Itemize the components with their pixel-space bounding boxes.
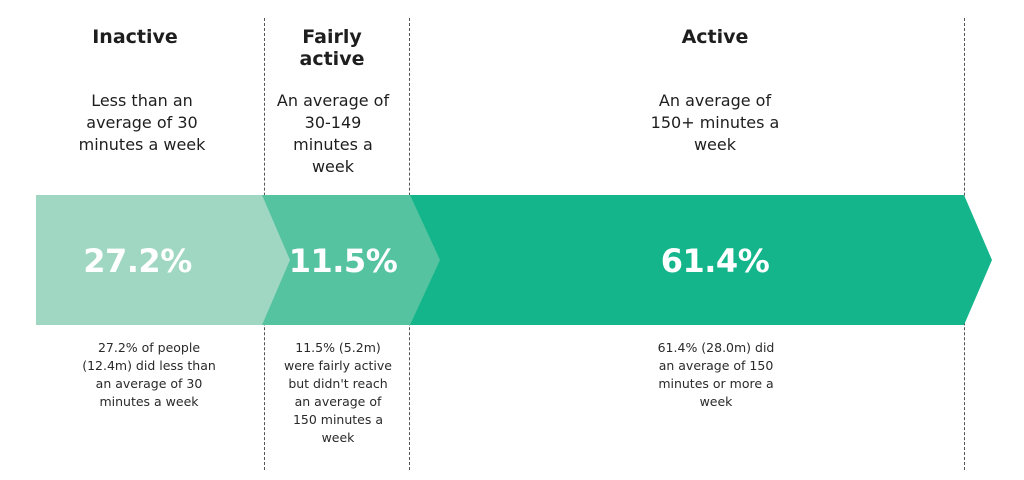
segment-heading-active: Active (681, 26, 749, 48)
segment-heading-inactive: Inactive (92, 26, 178, 48)
segment-percent-fairly-active: 11.5% (288, 242, 398, 280)
segment-description-fairly-active: An average of 30-149 minutes a week (276, 91, 390, 176)
segment-heading-fairly-active: Fairly active (299, 26, 365, 70)
segment-note-inactive: 27.2% of people (12.4m) did less than an… (82, 340, 216, 409)
segment-note-fairly-active: 11.5% (5.2m) were fairly active but didn… (284, 340, 392, 445)
arrow-fairly-active (262, 195, 440, 325)
segment-description-inactive: Less than an average of 30 minutes a wee… (78, 91, 206, 154)
segment-note-active: 61.4% (28.0m) did an average of 150 minu… (657, 340, 775, 409)
arrow-inactive (36, 195, 290, 325)
arrow-active (408, 195, 992, 325)
segment-percent-inactive: 27.2% (83, 242, 192, 280)
segment-description-active: An average of 150+ minutes a week (650, 91, 780, 154)
segment-percent-active: 61.4% (660, 242, 770, 280)
